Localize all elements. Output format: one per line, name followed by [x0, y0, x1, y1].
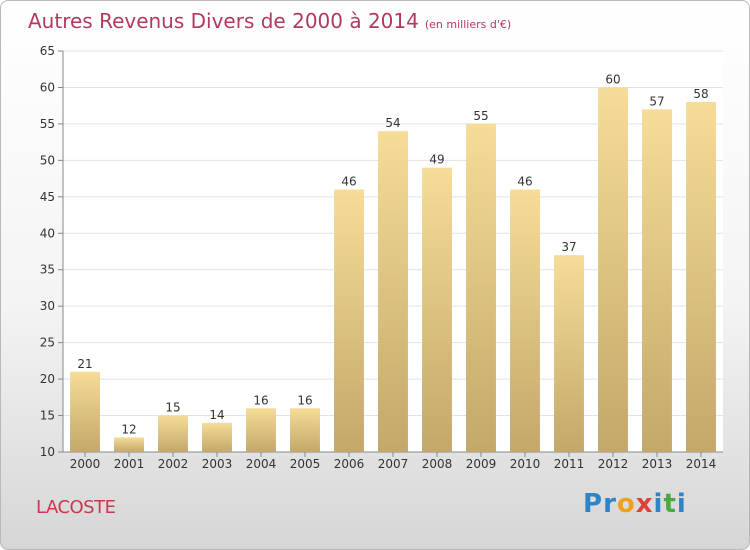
y-tick-label: 40	[40, 226, 55, 240]
proxiti-logo: Proxiti	[583, 489, 687, 519]
chart-title: Autres Revenus Divers de 2000 à 2014 (en …	[28, 9, 511, 33]
bar	[378, 131, 408, 452]
data-label: 46	[341, 175, 356, 189]
data-label: 37	[561, 240, 576, 254]
proxiti-logo-letter: o	[616, 489, 636, 519]
x-tick-label: 2005	[290, 457, 321, 471]
x-tick-label: 2003	[202, 457, 233, 471]
data-label: 14	[209, 408, 224, 422]
x-tick-label: 2002	[158, 457, 189, 471]
y-tick-label: 50	[40, 153, 55, 167]
data-label: 12	[121, 422, 136, 436]
x-tick-label: 2004	[246, 457, 277, 471]
commune-name: LACOSTE	[36, 497, 116, 518]
proxiti-logo-letter: i	[676, 489, 687, 519]
bar	[422, 167, 452, 452]
proxiti-logo-letter: x	[635, 489, 654, 519]
bar	[642, 109, 672, 452]
bar	[554, 255, 584, 452]
data-label: 16	[297, 393, 312, 407]
bar	[598, 87, 628, 453]
y-tick-label: 20	[40, 372, 55, 386]
x-tick-label: 2006	[334, 457, 365, 471]
x-tick-label: 2009	[466, 457, 497, 471]
proxiti-logo-letter: P	[583, 489, 604, 519]
data-label: 16	[253, 393, 268, 407]
proxiti-logo-letter: t	[663, 489, 677, 519]
proxiti-logo-letter: i	[653, 489, 664, 519]
data-label: 15	[165, 401, 180, 415]
bar	[686, 102, 716, 452]
bar	[246, 408, 276, 452]
bar	[334, 189, 364, 452]
bar	[466, 123, 496, 452]
x-tick-label: 2012	[598, 457, 629, 471]
x-tick-label: 2007	[378, 457, 409, 471]
chart-unit-label: (en milliers d'€)	[424, 18, 512, 31]
x-tick-label: 2011	[554, 457, 585, 471]
bar	[290, 408, 320, 452]
data-label: 49	[429, 153, 444, 167]
data-label: 54	[385, 116, 400, 130]
data-label: 60	[605, 72, 620, 86]
bar	[202, 422, 232, 452]
data-label: 57	[649, 94, 664, 108]
y-tick-label: 35	[40, 263, 55, 277]
x-tick-label: 2001	[114, 457, 145, 471]
y-tick-label: 15	[40, 409, 55, 423]
proxiti-logo-letter: r	[603, 489, 617, 519]
x-tick-label: 2010	[510, 457, 541, 471]
y-tick-label: 55	[40, 117, 55, 131]
bar	[70, 371, 100, 452]
bar	[510, 189, 540, 452]
y-tick-label: 60	[40, 80, 55, 94]
x-tick-label: 2000	[70, 457, 101, 471]
data-label: 46	[517, 175, 532, 189]
chart-title-text: Autres Revenus Divers de 2000 à 2014	[28, 9, 419, 33]
data-label: 21	[77, 357, 92, 371]
bar	[114, 437, 144, 452]
bar	[158, 415, 188, 452]
y-tick-label: 25	[40, 336, 55, 350]
data-label: 58	[693, 87, 708, 101]
x-tick-label: 2014	[686, 457, 717, 471]
x-tick-label: 2008	[422, 457, 453, 471]
x-tick-label: 2013	[642, 457, 673, 471]
y-tick-label: 45	[40, 190, 55, 204]
y-tick-label: 65	[40, 44, 55, 58]
y-tick-label: 10	[40, 445, 55, 459]
data-label: 55	[473, 109, 488, 123]
y-tick-label: 30	[40, 299, 55, 313]
